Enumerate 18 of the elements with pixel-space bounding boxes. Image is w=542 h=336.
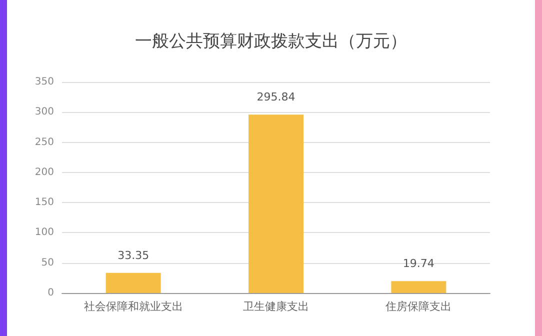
chart-title: 一般公共预算财政拨款支出（万元） xyxy=(135,32,407,52)
y-tick-label: 200 xyxy=(34,166,54,178)
y-tick-label: 0 xyxy=(48,288,54,298)
y-tick-label: 50 xyxy=(41,257,54,268)
bar xyxy=(106,272,161,293)
bar xyxy=(248,114,304,293)
y-tick-label: 250 xyxy=(34,136,54,148)
bar xyxy=(391,281,446,293)
data-label: 19.74 xyxy=(402,257,434,270)
x-tick-label: 住房保障支出 xyxy=(386,300,452,313)
data-label: 33.35 xyxy=(118,248,150,262)
y-tick-label: 100 xyxy=(34,227,54,238)
y-tick-label: 300 xyxy=(34,106,54,118)
y-tick-label: 350 xyxy=(34,76,54,88)
x-tick-label: 卫生健康支出 xyxy=(243,300,309,313)
x-tick-label: 社会保障和就业支出 xyxy=(84,300,183,313)
y-tick-label: 150 xyxy=(34,197,54,208)
data-label: 295.84 xyxy=(256,90,296,104)
